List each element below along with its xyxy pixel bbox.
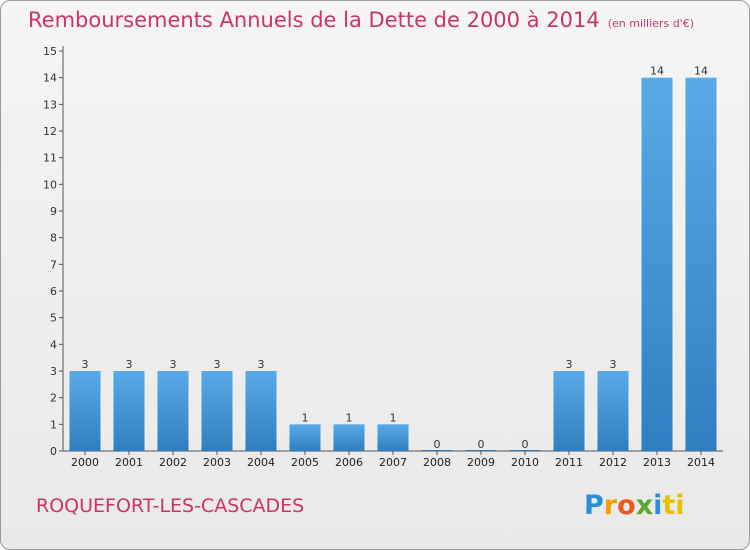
city-name: ROQUEFORT-LES-CASCADES (36, 495, 305, 517)
value-label: 14 (650, 65, 664, 78)
y-tick-label: 15 (43, 45, 57, 58)
x-tick-label: 2004 (247, 456, 275, 469)
value-label: 0 (522, 438, 529, 451)
chart-title: Remboursements Annuels de la Dette de 20… (28, 8, 694, 32)
logo-letter: r (603, 490, 618, 521)
chart-title-text: Remboursements Annuels de la Dette de 20… (28, 8, 600, 32)
x-tick-label: 2010 (511, 456, 539, 469)
y-tick-label: 3 (50, 365, 57, 378)
value-label: 3 (170, 358, 177, 371)
value-label: 1 (346, 411, 353, 424)
x-tick-label: 2009 (467, 456, 495, 469)
x-tick-label: 2007 (379, 456, 407, 469)
x-tick-label: 2005 (291, 456, 319, 469)
y-tick-label: 1 (50, 418, 57, 431)
value-label: 3 (126, 358, 133, 371)
y-tick-label: 5 (50, 312, 57, 325)
value-label: 3 (214, 358, 221, 371)
y-tick-label: 9 (50, 205, 57, 218)
labels: 3 2000 3 2001 3 2002 3 2003 3 2004 1 2005 1 2006 1 2007… (71, 65, 715, 469)
bar-2006 (333, 424, 365, 451)
logo-letter: x (635, 490, 654, 521)
bar-2004 (245, 371, 277, 451)
value-label: 3 (566, 358, 573, 371)
y-tick-label: 11 (43, 152, 57, 165)
y-tick-label: 4 (50, 338, 57, 351)
y-tick-label: 0 (50, 445, 57, 458)
bar-2007 (377, 424, 409, 451)
bar-2003 (201, 371, 233, 451)
x-tick-label: 2013 (643, 456, 671, 469)
bar-2001 (113, 371, 145, 451)
value-label: 14 (694, 65, 708, 78)
bar-2014 (685, 77, 717, 452)
value-label: 1 (302, 411, 309, 424)
value-label: 0 (478, 438, 485, 451)
bars (69, 77, 717, 452)
y-tick-label: 7 (50, 258, 57, 271)
bar-2011 (553, 371, 585, 451)
bar-2012 (597, 371, 629, 451)
x-tick-label: 2011 (555, 456, 583, 469)
bar-2002 (157, 371, 189, 451)
x-tick-label: 2012 (599, 456, 627, 469)
value-label: 3 (82, 358, 89, 371)
x-tick-label: 2006 (335, 456, 363, 469)
x-tick-label: 2001 (115, 456, 143, 469)
logo-letter: i (653, 490, 663, 521)
y-tick-label: 8 (50, 232, 57, 245)
value-label: 3 (610, 358, 617, 371)
bar-2005 (289, 424, 321, 451)
bar-2013 (641, 77, 673, 452)
proxiti-logo[interactable]: Proxiti (584, 490, 685, 521)
x-tick-label: 2008 (423, 456, 451, 469)
y-tick-label: 6 (50, 285, 57, 298)
x-tick-label: 2000 (71, 456, 99, 469)
y-tick-label: 14 (43, 72, 57, 85)
x-tick-label: 2002 (159, 456, 187, 469)
logo-letter: P (584, 490, 604, 521)
value-label: 0 (434, 438, 441, 451)
x-tick-label: 2003 (203, 456, 231, 469)
y-tick-label: 10 (43, 178, 57, 191)
logo-letter: ti (662, 490, 685, 521)
value-label: 3 (258, 358, 265, 371)
y-tick-label: 12 (43, 125, 57, 138)
y-tick-label: 2 (50, 392, 57, 405)
bar-2000 (69, 371, 101, 451)
x-tick-label: 2014 (687, 456, 715, 469)
chart-subtitle: (en milliers d'€) (607, 17, 694, 30)
value-label: 1 (390, 411, 397, 424)
y-tick-label: 13 (43, 98, 57, 111)
logo-letter: o (617, 490, 636, 521)
